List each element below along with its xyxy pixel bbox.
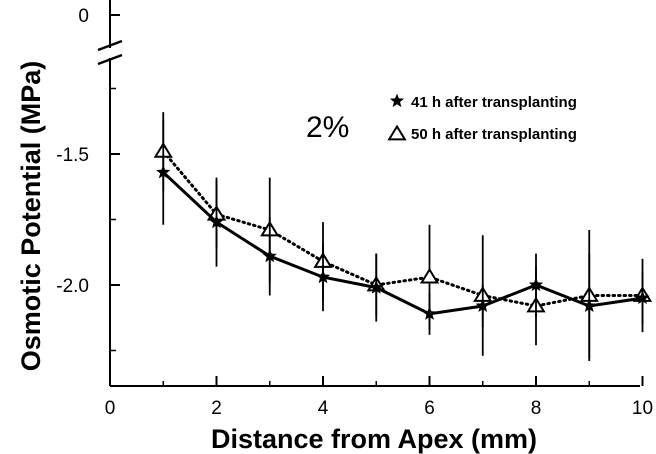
x-ticks: 0 2 4 6 8 10 [105, 376, 653, 419]
data-point-star [315, 269, 331, 284]
x-tick-label: 2 [211, 398, 222, 419]
data-point-triangle [419, 267, 440, 284]
legend-label-1: 50 h after transplanting [411, 126, 577, 143]
y-axis-title: Osmotic Potential (MPa) [16, 61, 46, 372]
data-point-star [582, 298, 597, 313]
x-tick-label: 0 [105, 398, 116, 419]
data-point-star [209, 214, 224, 229]
series-line [162, 171, 643, 316]
legend-label-0: 41 h after transplanting [411, 94, 577, 111]
axis-break-mark-lower [97, 53, 123, 66]
data-point-star [369, 280, 384, 294]
y-ticks: -1.5 -2.0 [56, 87, 120, 352]
data-point-star [475, 298, 490, 313]
y-tick-label-zero: 0 [78, 6, 89, 27]
series-41h [156, 119, 650, 359]
legend: 2% 41 h after transplanting 50 h after t… [306, 93, 577, 144]
x-tick-label: 6 [424, 398, 435, 419]
data-point-star [635, 290, 650, 305]
data-point-star [422, 306, 437, 320]
y-tick-label: -1.5 [56, 145, 89, 166]
data-point-star [262, 248, 277, 263]
x-axis-title: Distance from Apex (mm) [211, 424, 537, 454]
x-tick-label: 10 [632, 398, 653, 419]
annotation-label: 2% [306, 111, 349, 144]
plot-frame: 0 [78, 0, 640, 387]
series-line [161, 149, 644, 308]
y-tick-label: -2.0 [56, 276, 89, 297]
axis-break-mark-upper [97, 39, 123, 52]
legend-star-icon [389, 93, 405, 108]
x-tick-label: 4 [318, 398, 329, 419]
series-50h [153, 112, 653, 361]
series-layer [153, 112, 653, 361]
data-point-star [156, 164, 171, 179]
legend-marker-star [389, 93, 405, 108]
legend-marker-triangle [387, 124, 407, 141]
legend-triangle-icon [387, 124, 407, 141]
x-tick-label: 8 [531, 398, 542, 419]
data-point-star [528, 277, 544, 292]
